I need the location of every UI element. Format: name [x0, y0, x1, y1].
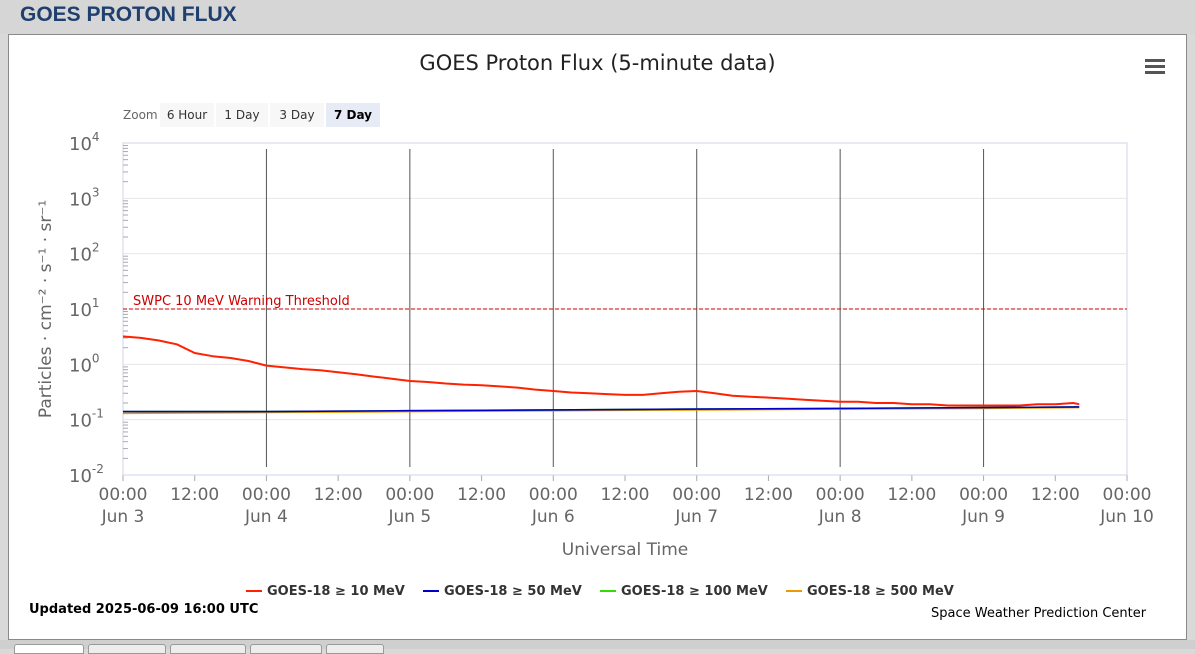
bottom-tab[interactable] — [170, 644, 246, 654]
x-tick-label-time: 00:00 — [242, 485, 291, 505]
legend-swatch-100mev — [600, 589, 616, 592]
y-tick-label: 10-1 — [69, 407, 104, 432]
bottom-tab[interactable] — [88, 644, 166, 654]
y-tick-label: 101 — [69, 296, 100, 321]
x-tick-label-time: 00:00 — [672, 485, 721, 505]
y-tick-exponent: 0 — [92, 351, 100, 365]
x-tick-label-date: Jun 3 — [101, 507, 145, 527]
y-tick-exponent: 1 — [92, 296, 100, 310]
legend-label-100mev: GOES-18 ≥ 100 MeV — [621, 584, 768, 599]
updated-timestamp: Updated 2025-06-09 16:00 UTC — [29, 602, 259, 617]
x-tick-label-time: 12:00 — [457, 485, 506, 505]
x-tick-label-time: 00:00 — [959, 485, 1008, 505]
zoom-6-hour-button[interactable]: 6 Hour — [160, 103, 214, 127]
x-tick-label-date: Jun 10 — [1099, 507, 1154, 527]
legend-item-100mev[interactable]: GOES-18 ≥ 100 MeV — [600, 584, 768, 599]
x-tick-label-time: 00:00 — [385, 485, 434, 505]
page-title: GOES PROTON FLUX — [20, 3, 237, 26]
x-tick-label-date: Jun 7 — [674, 507, 718, 527]
y-axis-title: Particles · cm⁻² · s⁻¹ · sr⁻¹ — [36, 200, 56, 418]
x-tick-label-time: 00:00 — [816, 485, 865, 505]
bottom-tab[interactable] — [14, 644, 84, 654]
y-tick-base: 10 — [69, 134, 92, 155]
bottom-tab[interactable] — [250, 644, 322, 654]
zoom-3-day-button[interactable]: 3 Day — [270, 103, 324, 127]
series-line-goes-18-10-mev — [122, 335, 1080, 407]
legend-label-10mev: GOES-18 ≥ 10 MeV — [267, 584, 405, 599]
y-tick-base: 10 — [69, 411, 92, 432]
y-tick-base: 10 — [69, 466, 92, 487]
chart-title: GOES Proton Flux (5-minute data) — [419, 51, 776, 75]
y-tick-label: 104 — [69, 130, 100, 155]
x-tick-label-date: Jun 4 — [244, 507, 288, 527]
x-tick-label-time: 12:00 — [170, 485, 219, 505]
legend-item-10mev[interactable]: GOES-18 ≥ 10 MeV — [246, 584, 405, 599]
chart-panel: 10-2 10-1 100 101 102 103 104 Particles · cm⁻² … — [8, 34, 1187, 640]
y-tick-label: 10-2 — [69, 462, 104, 487]
bottom-tab[interactable] — [326, 644, 384, 654]
x-tick-label-time: 12:00 — [601, 485, 650, 505]
legend-item-500mev[interactable]: GOES-18 ≥ 500 MeV — [786, 584, 954, 599]
x-axis-title: Universal Time — [562, 540, 688, 560]
legend-label-500mev: GOES-18 ≥ 500 MeV — [807, 584, 954, 599]
x-tick-label-date: Jun 6 — [531, 507, 575, 527]
legend-swatch-50mev — [423, 589, 439, 592]
legend-item-50mev[interactable]: GOES-18 ≥ 50 MeV — [423, 584, 582, 599]
warning-threshold-label: SWPC 10 MeV Warning Threshold — [133, 294, 350, 309]
bottom-tab-strip — [0, 640, 1195, 649]
y-tick-base: 10 — [69, 300, 92, 321]
x-tick-label-date: Jun 8 — [818, 507, 862, 527]
y-tick-label: 102 — [69, 241, 100, 266]
x-tick-label-time: 12:00 — [887, 485, 936, 505]
series-line-goes-18-50-mev — [123, 406, 1080, 413]
x-tick-label-time: 00:00 — [1103, 485, 1152, 505]
y-tick-exponent: 3 — [92, 185, 100, 199]
x-tick-label-date: Jun 9 — [961, 507, 1005, 527]
y-tick-base: 10 — [69, 189, 92, 210]
y-tick-base: 10 — [69, 245, 92, 266]
zoom-label: Zoom — [123, 108, 158, 122]
page-header: GOES PROTON FLUX — [0, 0, 1195, 34]
y-tick-label: 103 — [69, 185, 100, 210]
x-tick-label-time: 00:00 — [99, 485, 148, 505]
y-tick-exponent: 2 — [92, 241, 100, 255]
y-tick-exponent: 4 — [92, 130, 100, 144]
y-tick-base: 10 — [69, 355, 92, 376]
x-tick-label-date: Jun 5 — [387, 507, 431, 527]
legend-swatch-500mev — [786, 589, 802, 592]
hamburger-menu-icon[interactable] — [1145, 59, 1165, 77]
x-tick-label-time: 12:00 — [744, 485, 793, 505]
legend-swatch-10mev — [246, 589, 262, 592]
x-tick-label-time: 00:00 — [529, 485, 578, 505]
zoom-7-day-button[interactable]: 7 Day — [326, 103, 380, 127]
credit-text: Space Weather Prediction Center — [931, 606, 1147, 621]
zoom-1-day-button[interactable]: 1 Day — [216, 103, 268, 127]
y-tick-exponent: -1 — [92, 407, 104, 421]
y-tick-exponent: -2 — [92, 462, 104, 476]
x-tick-label-time: 12:00 — [314, 485, 363, 505]
y-tick-label: 100 — [69, 351, 100, 376]
legend-label-50mev: GOES-18 ≥ 50 MeV — [444, 584, 582, 599]
x-tick-label-time: 12:00 — [1031, 485, 1080, 505]
